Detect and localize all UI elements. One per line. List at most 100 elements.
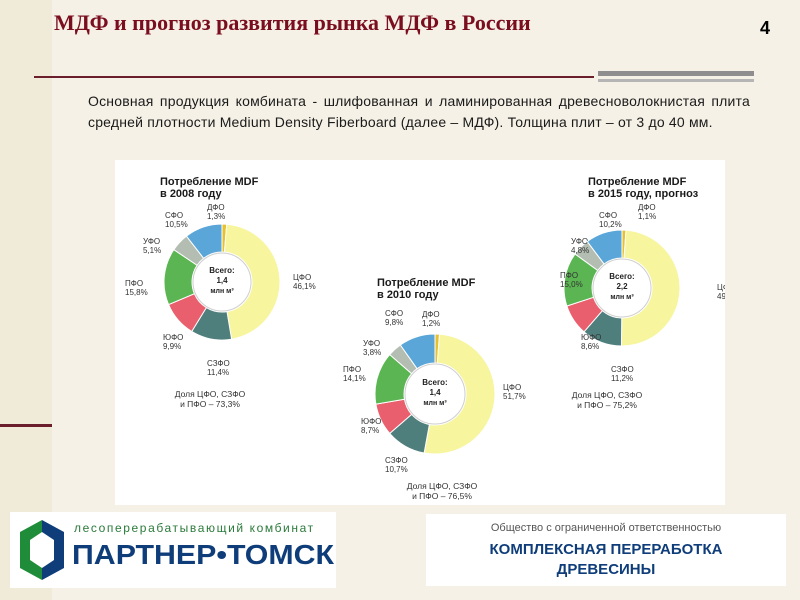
chart-2-note-2: и ПФО – 76,5%: [412, 491, 472, 501]
slice-label-value-ЮФО: 8,6%: [581, 342, 599, 351]
logo-mark: лесоперерабатывающий комбинат ПАРТНЕР•ТО…: [20, 520, 335, 580]
chart-2-center-circle: [404, 363, 466, 425]
slice-label-name-ПФО: ПФО: [125, 279, 143, 288]
slice-label-name-ЦФО: ЦФО: [503, 383, 521, 392]
slice-label-name-ЮФО: ЮФО: [163, 333, 183, 342]
slice-label-name-ПФО: ПФО: [343, 365, 361, 374]
slice-label-name-СЗФО: СЗФО: [611, 365, 634, 374]
slice-label-УФО: УФО 3,8%: [363, 339, 381, 357]
slice-label-name-ДФО: ДФО: [207, 203, 225, 212]
slice-label-ПФО: ПФО 14,1%: [343, 365, 366, 383]
slice-label-СЗФО: СЗФО 11,4%: [207, 359, 230, 377]
slice-label-value-ЮФО: 9,9%: [163, 342, 181, 351]
chart-1-center-label-2: 1,4: [216, 276, 228, 285]
intro-paragraph: Основная продукция комбината - шлифованн…: [88, 93, 750, 130]
slice-label-name-УФО: УФО: [571, 237, 588, 246]
slice-label-value-ЮФО: 8,7%: [361, 426, 379, 435]
slice-label-ЮФО: ЮФО 8,7%: [361, 417, 381, 435]
chart-3-note-1: Доля ЦФО, СЗФО: [572, 390, 643, 400]
slice-label-name-ЮФО: ЮФО: [361, 417, 381, 426]
chart-2-title-line2: в 2010 году: [377, 289, 439, 301]
slice-label-value-ЦФО: 49,0%: [717, 292, 725, 301]
company-activity-line1: КОМПЛЕКСНАЯ ПЕРЕРАБОТКА: [489, 541, 723, 558]
slice-label-СЗФО: СЗФО 10,7%: [385, 456, 408, 474]
chart-1-title-line1: Потребление MDF: [160, 176, 259, 188]
slice-ЦФО: [620, 229, 681, 347]
slice-label-name-СЗФО: СЗФО: [385, 456, 408, 465]
slice-label-value-ПФО: 15,8%: [125, 288, 148, 297]
slice-label-name-УФО: УФО: [143, 237, 160, 246]
logo-emblem-icon: [20, 520, 64, 580]
chart-2-title-line1: Потребление MDF: [377, 277, 476, 289]
chart-3-note-2: и ПФО – 75,2%: [577, 400, 637, 410]
slice-label-value-СЗФО: 11,2%: [611, 374, 633, 383]
slice-label-name-СФО: СФО: [599, 211, 617, 220]
slide-title: МДФ и прогноз развития рынка МДФ в Росси…: [54, 10, 531, 35]
left-decor-band: [0, 0, 52, 600]
slice-label-ПФО: ПФО 15,0%: [560, 271, 583, 289]
chart-1-note-1: Доля ЦФО, СЗФО: [175, 389, 246, 399]
slice-label-ДФО: ДФО 1,1%: [638, 203, 656, 221]
page-number: 4: [760, 18, 771, 38]
slice-label-name-СФО: СФО: [385, 309, 403, 318]
chart-1-note-2: и ПФО – 73,3%: [180, 399, 240, 409]
chart-1-center-label-3: млн м³: [210, 288, 234, 295]
chart-3-title-line2: в 2015 году, прогноз: [588, 188, 699, 200]
slice-label-ДФО: ДФО 1,3%: [207, 203, 225, 221]
slice-label-value-УФО: 3,8%: [363, 348, 381, 357]
slice-label-name-ЦФО: ЦФО: [717, 283, 725, 292]
chart-2-center-label-3: млн м³: [423, 400, 447, 407]
slice-label-value-СФО: 9,8%: [385, 318, 403, 327]
slice-label-value-СФО: 10,2%: [599, 220, 622, 229]
slice-label-name-ДФО: ДФО: [422, 310, 440, 319]
slice-label-СФО: СФО 10,2%: [599, 211, 622, 229]
slice-label-value-УФО: 4,8%: [571, 246, 589, 255]
slice-label-value-ДФО: 1,2%: [422, 319, 440, 328]
title-rule-grey-bottom: [598, 79, 754, 82]
chart-3-center-label-3: млн м³: [610, 294, 634, 301]
slice-label-СФО: СФО 9,8%: [385, 309, 403, 327]
slice-label-ПФО: ПФО 15,8%: [125, 279, 148, 297]
company-activity-line2: ДРЕВЕСИНЫ: [556, 561, 656, 578]
slice-label-СЗФО: СЗФО 11,2%: [611, 365, 634, 383]
slice-label-УФО: УФО 5,1%: [143, 237, 161, 255]
slice-label-СФО: СФО 10,5%: [165, 211, 188, 229]
left-decor-rule: [0, 424, 52, 427]
chart-1-title-line2: в 2008 году: [160, 188, 222, 200]
slice-label-name-УФО: УФО: [363, 339, 380, 348]
donut-chart-2: Потребление MDF в 2010 году ДФО 1,2% ЦФО 51,7…: [343, 277, 526, 501]
chart-2-center-label-1: Всего:: [422, 378, 447, 387]
slice-label-value-ЦФО: 51,7%: [503, 392, 526, 401]
chart-1-center-circle: [192, 252, 252, 312]
slice-СФО: [185, 223, 223, 259]
chart-2-note-1: Доля ЦФО, СЗФО: [407, 481, 478, 491]
slice-ЦФО: [423, 333, 496, 455]
slice-СФО: [399, 333, 436, 370]
slice-label-name-ЮФО: ЮФО: [581, 333, 601, 342]
chart-3-center-label-2: 2,2: [616, 282, 628, 291]
company-type: Общество с ограниченной ответственностью: [490, 522, 722, 534]
slice-label-name-ПФО: ПФО: [560, 271, 578, 280]
slice-label-ДФО: ДФО 1,2%: [422, 310, 440, 328]
slice-СФО: [586, 229, 623, 265]
company-box: Общество с ограниченной ответственностью…: [426, 514, 786, 586]
slice-label-ЦФО: ЦФО 51,7%: [503, 383, 526, 401]
slice-label-value-ЦФО: 46,1%: [293, 282, 316, 291]
chart-3-center-label-1: Всего:: [609, 272, 634, 281]
chart-1-center-label-1: Всего:: [209, 266, 234, 275]
title-underline: [34, 76, 594, 78]
slice-label-name-ЦФО: ЦФО: [293, 273, 311, 282]
logo: лесоперерабатывающий комбинат ПАРТНЕР•ТО…: [10, 512, 336, 588]
donut-chart-3: Потребление MDF в 2015 году, прогноз ДФО 1,…: [560, 176, 740, 410]
slice-label-value-ПФО: 14,1%: [343, 374, 366, 383]
donut-chart-1: Потребление MDF в 2008 году ДФО 1,3% ЦФО 46,1…: [125, 176, 316, 409]
slice-label-value-ПФО: 15,0%: [560, 280, 583, 289]
slice-label-value-СФО: 10,5%: [165, 220, 188, 229]
chart-3-title-line1: Потребление MDF: [588, 176, 687, 188]
logo-line1: лесоперерабатывающий комбинат: [74, 521, 315, 535]
slice-label-value-ДФО: 1,3%: [207, 212, 225, 221]
slice-label-name-ДФО: ДФО: [638, 203, 656, 212]
title-rule-grey-top: [598, 71, 754, 76]
chart-3-center-circle: [592, 258, 652, 318]
